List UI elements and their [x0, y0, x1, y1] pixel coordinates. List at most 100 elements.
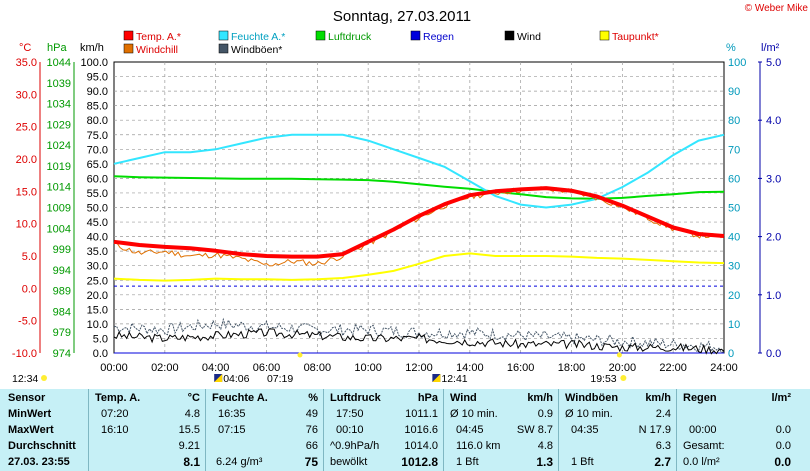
kmh-axis-tick-label: 45.0 — [87, 217, 108, 229]
chart-series — [113, 133, 725, 355]
rain-axis-tick-label: 1.0 — [766, 290, 781, 302]
percent-axis-unit: % — [726, 42, 736, 54]
temp-current: 8.1 — [183, 455, 200, 469]
x-axis-tick-label: 08:00 — [304, 362, 332, 374]
percent-axis-tick-label: 0 — [728, 348, 734, 360]
rain-total: 0.0 — [775, 440, 791, 452]
moon-phase-icon-fill — [432, 374, 441, 382]
kmh-axis-unit: km/h — [80, 42, 104, 54]
x-axis-tick-label: 04:00 — [202, 362, 230, 374]
percent-axis-tick-label: 100 — [728, 57, 746, 69]
pressure-unit: hPa — [417, 392, 438, 404]
row-label-min: MinWert — [8, 408, 52, 420]
row-label-max: MaxWert — [8, 424, 54, 436]
kmh-axis-tick-label: 25.0 — [87, 275, 108, 287]
legend-label-humidity: Feuchte A.* — [231, 31, 285, 43]
wind-current: 1.3 — [536, 455, 553, 469]
temp-header: Temp. A. — [95, 392, 141, 404]
hpa-axis-tick-label: 1009 — [47, 203, 71, 215]
legend-swatch-temp — [123, 30, 134, 41]
kmh-axis-tick-label: 15.0 — [87, 304, 108, 316]
x-axis-tick-label: 14:00 — [456, 362, 484, 374]
humidity-unit: % — [308, 392, 318, 404]
hpa-axis-tick-label: 1039 — [47, 78, 71, 90]
hpa-axis-unit: hPa — [47, 42, 67, 54]
hpa-axis-tick-label: 1034 — [47, 99, 71, 111]
kmh-axis-tick-label: 5.0 — [93, 333, 108, 345]
percent-axis-tick-label: 60 — [728, 173, 740, 185]
moonrise-icon — [41, 375, 47, 381]
statistics-panel: Sensor MinWert MaxWert Durchschnitt 27.0… — [0, 389, 810, 471]
gusts-beaufort: 1 Bft — [571, 456, 594, 468]
sunrise-time: 04:06 — [223, 373, 249, 385]
rain-max-time: 00:00 — [689, 424, 717, 436]
legend-label-dewpoint: Taupunkt* — [612, 31, 659, 43]
sunset-marker-icon — [616, 352, 622, 358]
temp-unit: °C — [187, 392, 200, 404]
legend-label-pressure: Luftdruck — [328, 31, 372, 43]
celsius-axis-tick-label: 35.0 — [16, 57, 37, 69]
x-axis-tick-label: 24:00 — [710, 362, 738, 374]
hpa-axis-tick-label: 1019 — [47, 161, 71, 173]
stats-gusts: Windböen km/h Ø 10 min. 2.4 04:35 N 17.9 6.… — [558, 389, 677, 471]
moon-marker-icon — [297, 352, 303, 358]
celsius-axis-tick-label: 20.0 — [16, 154, 37, 166]
temp-max-time: 16:10 — [101, 424, 129, 436]
stats-temp: Temp. A. °C 07:20 4.8 16:10 15.5 9.21 8.1 — [88, 389, 206, 471]
rain-axis-tick-label: 3.0 — [766, 173, 781, 185]
kmh-axis-tick-label: 60.0 — [87, 173, 108, 185]
pressure-sky: bewölkt — [330, 456, 368, 468]
hpa-axis-tick-label: 1004 — [47, 223, 71, 235]
rain-current: 0.0 — [774, 455, 791, 469]
celsius-axis-tick-label: 10.0 — [16, 219, 37, 231]
hpa-axis-tick-label: 1044 — [47, 57, 71, 69]
x-axis-tick-label: 20:00 — [609, 362, 637, 374]
moon-phase-time: 12:41 — [441, 373, 467, 385]
credit-text: © Weber Mike — [745, 3, 809, 14]
gusts-header: Windböen — [565, 392, 619, 404]
moon-time: 07:19 — [267, 373, 293, 385]
wind-avg10-label: Ø 10 min. — [450, 408, 498, 420]
percent-axis-tick-label: 70 — [728, 144, 740, 156]
kmh-axis-tick-label: 40.0 — [87, 232, 108, 244]
humidity-absolute: 6.24 g/m³ — [216, 456, 263, 468]
legend-swatch-dewpoint — [599, 30, 610, 41]
x-axis-tick-label: 16:00 — [507, 362, 535, 374]
celsius-axis-tick-label: -5.0 — [18, 316, 37, 328]
kmh-axis-tick-label: 90.0 — [87, 86, 108, 98]
gusts-avg10: 2.4 — [655, 408, 671, 420]
wind-avg10: 0.9 — [537, 408, 553, 420]
hpa-axis-tick-label: 979 — [53, 327, 71, 339]
celsius-axis-tick-label: -10.0 — [12, 348, 37, 360]
wind-unit: km/h — [527, 392, 553, 404]
series-line-temp — [113, 186, 725, 259]
celsius-axis-tick-label: 5.0 — [22, 251, 37, 263]
gusts-current: 2.7 — [654, 455, 671, 469]
kmh-axis-tick-label: 10.0 — [87, 319, 108, 331]
weather-chart: Sonntag, 27.03.2011 © Weber Mike Temp. A… — [12, 3, 809, 385]
stats-rain: Regen l/m² 00:00 0.0 Gesamt: 0.0 0.0 l/m² 0.… — [676, 389, 797, 471]
kmh-axis-tick-label: 85.0 — [87, 101, 108, 113]
pressure-min-time: 17:50 — [336, 408, 364, 420]
legend-label-wind: Wind — [517, 31, 541, 43]
pressure-min: 1011.1 — [405, 408, 438, 420]
kmh-axis-tick-label: 100.0 — [80, 57, 108, 69]
gusts-avg10-label: Ø 10 min. — [565, 408, 613, 420]
row-label-current: 27.03. 23:55 — [8, 456, 70, 468]
kmh-axis-tick-label: 50.0 — [87, 203, 108, 215]
hpa-axis-tick-label: 974 — [53, 348, 71, 360]
celsius-axis-unit: °C — [19, 42, 31, 54]
chart-legend: Temp. A.* Feuchte A.* Luftdruck Regen Wind Ta… — [123, 30, 659, 56]
stats-pressure: Luftdruck hPa 17:50 1011.1 00:10 1016.6 ^0.… — [323, 389, 444, 471]
temp-max: 15.5 — [178, 424, 200, 436]
kmh-axis-tick-label: 35.0 — [87, 246, 108, 258]
kmh-axis-tick-label: 65.0 — [87, 159, 108, 171]
wind-avg: 4.8 — [537, 440, 553, 452]
wind-max: SW 8.7 — [516, 424, 553, 436]
percent-axis-tick-label: 80 — [728, 115, 740, 127]
pressure-max: 1016.6 — [404, 424, 438, 436]
x-axis-tick-label: 06:00 — [253, 362, 281, 374]
kmh-axis-tick-label: 75.0 — [87, 130, 108, 142]
percent-axis-tick-label: 30 — [728, 261, 740, 273]
kmh-axis-tick-label: 55.0 — [87, 188, 108, 200]
